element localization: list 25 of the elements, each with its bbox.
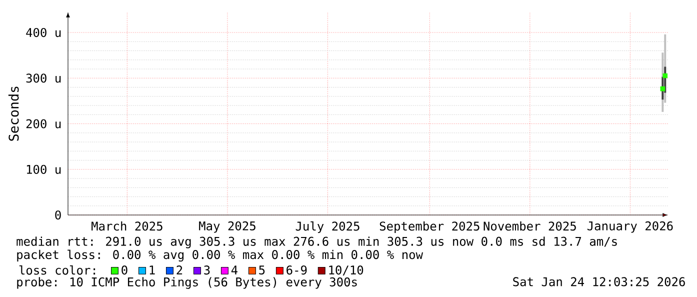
y-tick-label: 300 u xyxy=(26,74,61,83)
legend-label: 10/10 xyxy=(329,266,364,276)
legend-label: 3 xyxy=(204,266,210,275)
legend-title: loss color: xyxy=(19,265,96,275)
text: probe: 10 ICMP Echo Pings (56 Bytes) every 300s xyxy=(17,277,357,289)
y-tick-label: 200 u xyxy=(26,119,61,128)
x-tick-label: September 2025 xyxy=(380,221,480,233)
x-tick-label: July 2025 xyxy=(296,221,360,234)
legend-label: 0 xyxy=(122,266,128,275)
text: Sat Jan 24 12:03:25 2026 xyxy=(513,277,685,286)
x-tick-label: March 2025 xyxy=(92,221,162,231)
legend-label: 6-9 xyxy=(286,266,307,275)
y-axis-title: Seconds xyxy=(8,86,19,141)
legend-label: 4 xyxy=(231,266,238,274)
legend-label: 5 xyxy=(259,266,265,275)
text: median rtt: 291.0 us avg 305.3 us max 276.6 us min 305.3 us now 0.0 ms sd 13.7 am/s xyxy=(16,236,617,248)
text: packet loss: 0.00 % avg 0.00 % max 0.00 % min 0.00 % now xyxy=(17,250,424,262)
x-tick-label: January 2026 xyxy=(587,221,673,233)
y-tick-label: 100 u xyxy=(26,164,61,174)
legend-label: 1 xyxy=(150,266,155,274)
legend-label: 2 xyxy=(176,266,182,274)
x-tick-label: November 2025 xyxy=(484,221,576,231)
y-tick-label: 400 u xyxy=(26,28,61,38)
y-tick-label: 0 xyxy=(55,210,61,220)
x-tick-label: May 2025 xyxy=(199,221,256,233)
